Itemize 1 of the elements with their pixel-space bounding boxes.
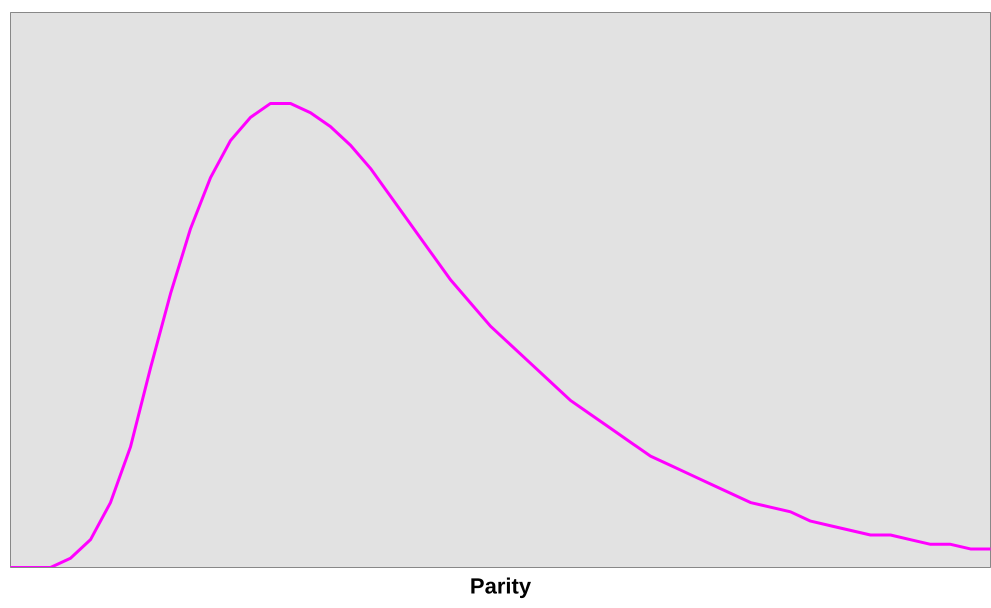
x-axis-title: Parity	[470, 574, 532, 598]
